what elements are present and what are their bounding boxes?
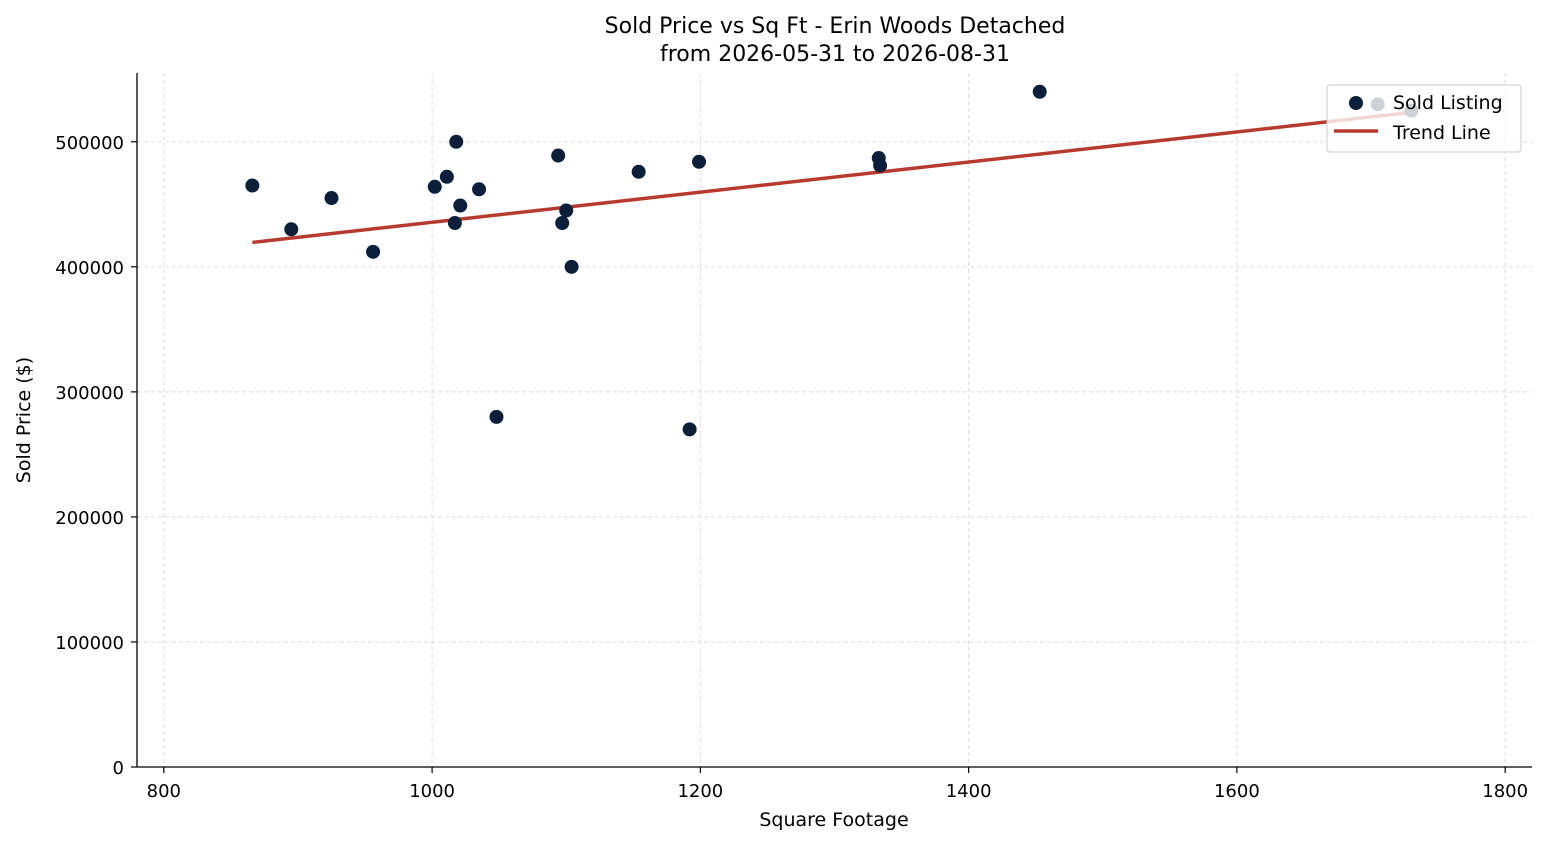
legend-box (1326, 84, 1522, 153)
scatter-point (682, 422, 697, 437)
scatter-point (559, 203, 574, 218)
ticks: 800 1000 1200 1400 1600 1800 0 100000 200000 3000… (55, 133, 1528, 802)
scatter-point (284, 222, 299, 237)
scatter-point (692, 154, 707, 169)
scatter-point (873, 158, 888, 173)
legend-label-sold-listing: Sold Listing (1393, 92, 1503, 114)
scatter-point (439, 169, 454, 184)
axes (136, 73, 1532, 768)
y-axis-label: Sold Price ($) (13, 357, 35, 483)
x-tick-label: 1800 (1482, 781, 1528, 802)
scatter-point (555, 216, 570, 231)
x-tick-label: 1600 (1214, 781, 1260, 802)
y-tick-label: 400000 (55, 258, 124, 279)
x-axis-label: Square Footage (759, 809, 908, 831)
y-tick-label: 0 (113, 758, 124, 779)
scatter-point (631, 164, 646, 179)
scatter-point (489, 409, 504, 424)
x-tick-label: 1400 (946, 781, 992, 802)
scatter-point (472, 182, 487, 197)
scatter-point (449, 134, 464, 149)
chart-subtitle: from 2026-05-31 to 2026-08-31 (660, 42, 1010, 67)
scatter-point (447, 216, 462, 231)
legend-marker-sold-listing (1349, 96, 1363, 110)
x-tick-label: 1000 (409, 781, 455, 802)
y-tick-label: 500000 (55, 133, 124, 154)
legend-label-trend-line: Trend Line (1392, 122, 1491, 144)
scatter-point (245, 178, 260, 193)
legend: Sold Listing Trend Line (1326, 84, 1522, 153)
scatter-point (366, 244, 381, 259)
trend-line-layer (252, 110, 1412, 245)
trend-line (252, 110, 1412, 245)
y-tick-label: 300000 (55, 383, 124, 404)
scatter-point (551, 148, 566, 163)
scatter-point (324, 191, 339, 206)
x-tick-label: 1200 (677, 781, 723, 802)
scatter-point (1032, 84, 1047, 99)
scatter-point (427, 179, 442, 194)
x-tick-label: 800 (147, 781, 181, 802)
y-tick-label: 100000 (55, 633, 124, 654)
chart-title: Sold Price vs Sq Ft - Erin Woods Detache… (605, 14, 1066, 39)
scatter-point (453, 198, 468, 213)
y-tick-label: 200000 (55, 508, 124, 529)
scatter-point (564, 259, 579, 274)
scatter-points (245, 84, 1419, 437)
